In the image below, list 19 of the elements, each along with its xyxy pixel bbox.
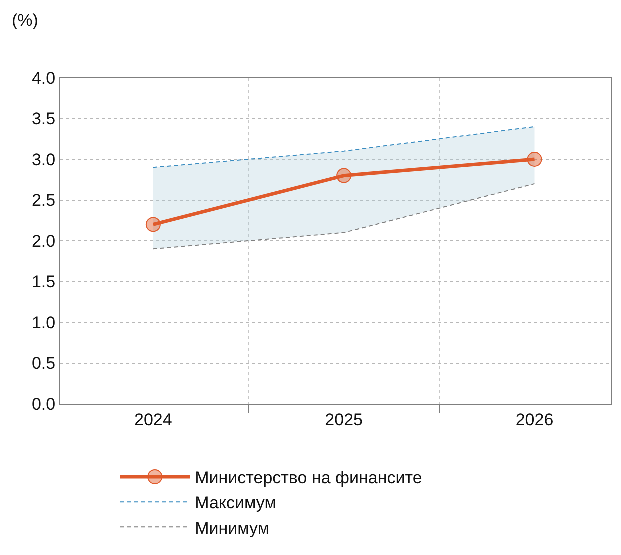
y-tick-label: 2.5 — [32, 191, 56, 210]
point — [146, 217, 161, 232]
x-tick-label: 2025 — [325, 410, 363, 430]
y-tick-label: 3.0 — [32, 150, 56, 170]
x-tick-label: 2026 — [516, 410, 554, 430]
legend-label: Максимум — [195, 494, 276, 513]
y-tick-label: 4.0 — [32, 68, 56, 88]
legend-label: Минимум — [195, 518, 270, 538]
point — [527, 152, 542, 167]
y-axis-title: (%) — [12, 11, 38, 30]
point — [336, 168, 352, 184]
y-tick-label: 0.5 — [32, 354, 56, 374]
y-tick-label: 1.5 — [32, 272, 56, 292]
x-tick-label: 2024 — [134, 410, 172, 430]
y-tick-label: 2.0 — [32, 232, 56, 251]
y-tick-label: 3.5 — [32, 110, 56, 129]
y-tick-label: 1.0 — [32, 313, 56, 332]
legend-label: Министерство на финансите — [195, 468, 422, 488]
y-tick-label: 0.0 — [32, 394, 56, 414]
